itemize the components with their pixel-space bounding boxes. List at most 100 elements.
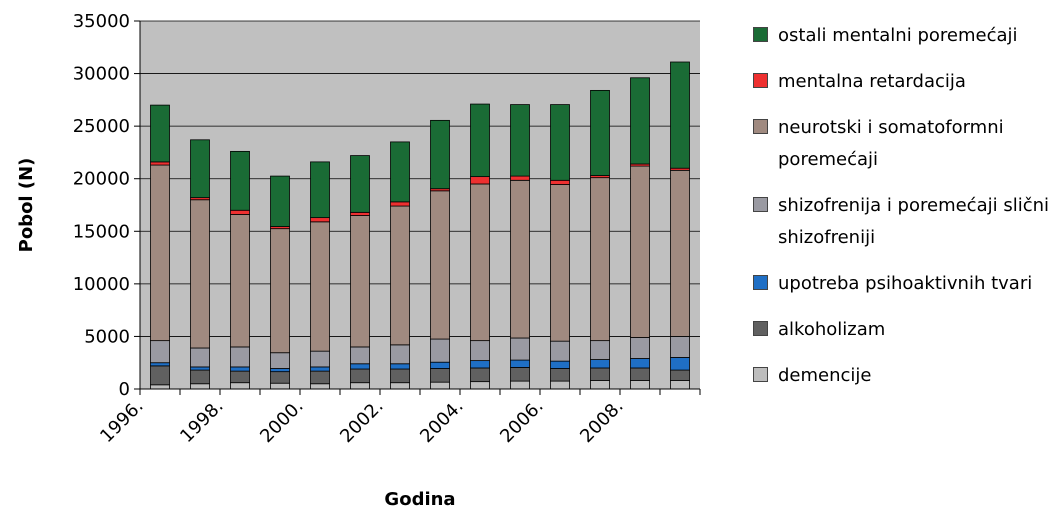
bar-segment <box>430 190 450 340</box>
x-tick-label: 2008. <box>576 396 627 447</box>
bar-segment <box>270 371 290 384</box>
bar-segment <box>550 104 570 181</box>
bar-segment <box>270 352 290 369</box>
y-tick-label: 10000 <box>73 274 130 295</box>
x-tick-label: 2006. <box>496 396 547 447</box>
legend-swatch <box>753 321 768 336</box>
bar-segment <box>590 367 610 381</box>
bar-segment <box>230 214 250 348</box>
legend-label: shizofrenija i poremećaji slični shizofr… <box>778 195 1050 248</box>
bar-segment <box>470 367 490 383</box>
bar-segment <box>230 209 250 215</box>
x-tick-label: 2002. <box>336 396 387 447</box>
bar-segment <box>390 368 410 384</box>
legend-swatch <box>753 119 768 134</box>
bar-segment <box>550 360 570 369</box>
bar-segment <box>590 340 610 360</box>
bar-segment <box>670 336 690 358</box>
bar-segment <box>150 161 170 166</box>
legend-label: upotreba psihoaktivnih tvari <box>778 273 1033 294</box>
bar-segment <box>590 89 610 176</box>
bar-segment <box>310 217 330 223</box>
bar-segment <box>270 228 290 354</box>
y-tick-label: 35000 <box>73 11 130 32</box>
bar-segment <box>670 169 690 337</box>
bar-segment <box>230 382 250 390</box>
bar-segment <box>630 358 650 369</box>
bar-segment <box>630 380 650 390</box>
legend: ostali mentalni poremećaji mentalna retar… <box>753 20 1058 406</box>
bar-segment <box>430 381 450 390</box>
bar-segment <box>470 340 490 362</box>
bar-segment <box>470 381 490 390</box>
legend-swatch <box>753 197 768 212</box>
bar-segment <box>630 337 650 359</box>
bar-segment <box>510 367 530 382</box>
bar-segment <box>270 368 290 373</box>
bar-segment <box>550 340 570 362</box>
bar-segment <box>150 340 170 364</box>
bar-segment <box>550 368 570 382</box>
legend-swatch <box>753 275 768 290</box>
bar-segment <box>390 205 410 346</box>
bar-segment <box>430 119 450 190</box>
x-axis-title: Godina <box>384 489 455 510</box>
bar-segment <box>270 175 290 227</box>
x-tick-label: 2004. <box>416 396 467 447</box>
bar-segment <box>150 104 170 163</box>
bar-segment <box>670 369 690 381</box>
bar-segment <box>510 104 530 177</box>
legend-swatch <box>753 27 768 42</box>
bar-segment <box>510 179 530 339</box>
y-ticks: 0 5000 10000 15000 20000 25000 30000 35000 <box>73 11 140 400</box>
bar-segment <box>590 380 610 390</box>
bar-segment <box>630 77 650 165</box>
bars <box>150 61 690 390</box>
bar-segment <box>630 367 650 381</box>
bar-segment <box>390 382 410 390</box>
bar-segment <box>470 183 490 342</box>
bar-segment <box>350 215 370 348</box>
bar-segment <box>150 365 170 386</box>
bar-segment <box>590 177 610 342</box>
bar-segment <box>230 366 250 372</box>
bar-segment <box>550 179 570 185</box>
y-tick-label: 25000 <box>73 116 130 137</box>
bar-segment <box>190 369 210 385</box>
legend-label: neurotski i somatoformni poremećaji <box>778 117 1004 170</box>
x-tick-label: 1996. <box>96 396 147 447</box>
stacked-bar-chart: 0 5000 10000 15000 20000 25000 30000 35000 1996… <box>16 11 701 510</box>
bar-segment <box>190 139 210 199</box>
bar-segment <box>470 176 490 185</box>
bar-segment <box>670 380 690 390</box>
bar-segment <box>150 362 170 367</box>
bar-segment <box>190 347 210 368</box>
legend-swatch <box>753 367 768 382</box>
bar-segment <box>390 141 410 203</box>
y-tick-label: 20000 <box>73 169 130 190</box>
bar-segment <box>150 164 170 342</box>
bar-segment <box>350 346 370 365</box>
legend-item: upotreba psihoaktivnih tvari <box>753 268 1058 300</box>
plot-area <box>140 21 700 389</box>
bar-segment <box>310 350 330 368</box>
bar-segment <box>350 382 370 390</box>
legend-label: ostali mentalni poremećaji <box>778 25 1018 46</box>
y-axis-title: Pobol (N) <box>16 158 37 253</box>
bar-segment <box>510 359 530 368</box>
bar-segment <box>630 165 650 338</box>
bar-segment <box>190 366 210 371</box>
bar-segment <box>470 360 490 369</box>
legend-item: alkoholizam <box>753 314 1058 346</box>
bar-segment <box>270 382 290 390</box>
bar-segment <box>590 359 610 369</box>
bar-segment <box>190 383 210 390</box>
legend-label: mentalna retardacija <box>778 71 966 92</box>
bar-segment <box>310 370 330 385</box>
bar-segment <box>230 346 250 368</box>
legend-item: ostali mentalni poremećaji <box>753 20 1058 52</box>
bar-segment <box>550 380 570 390</box>
legend-label: demencije <box>778 365 872 386</box>
legend-item: demencije <box>753 360 1058 392</box>
y-tick-label: 15000 <box>73 221 130 242</box>
